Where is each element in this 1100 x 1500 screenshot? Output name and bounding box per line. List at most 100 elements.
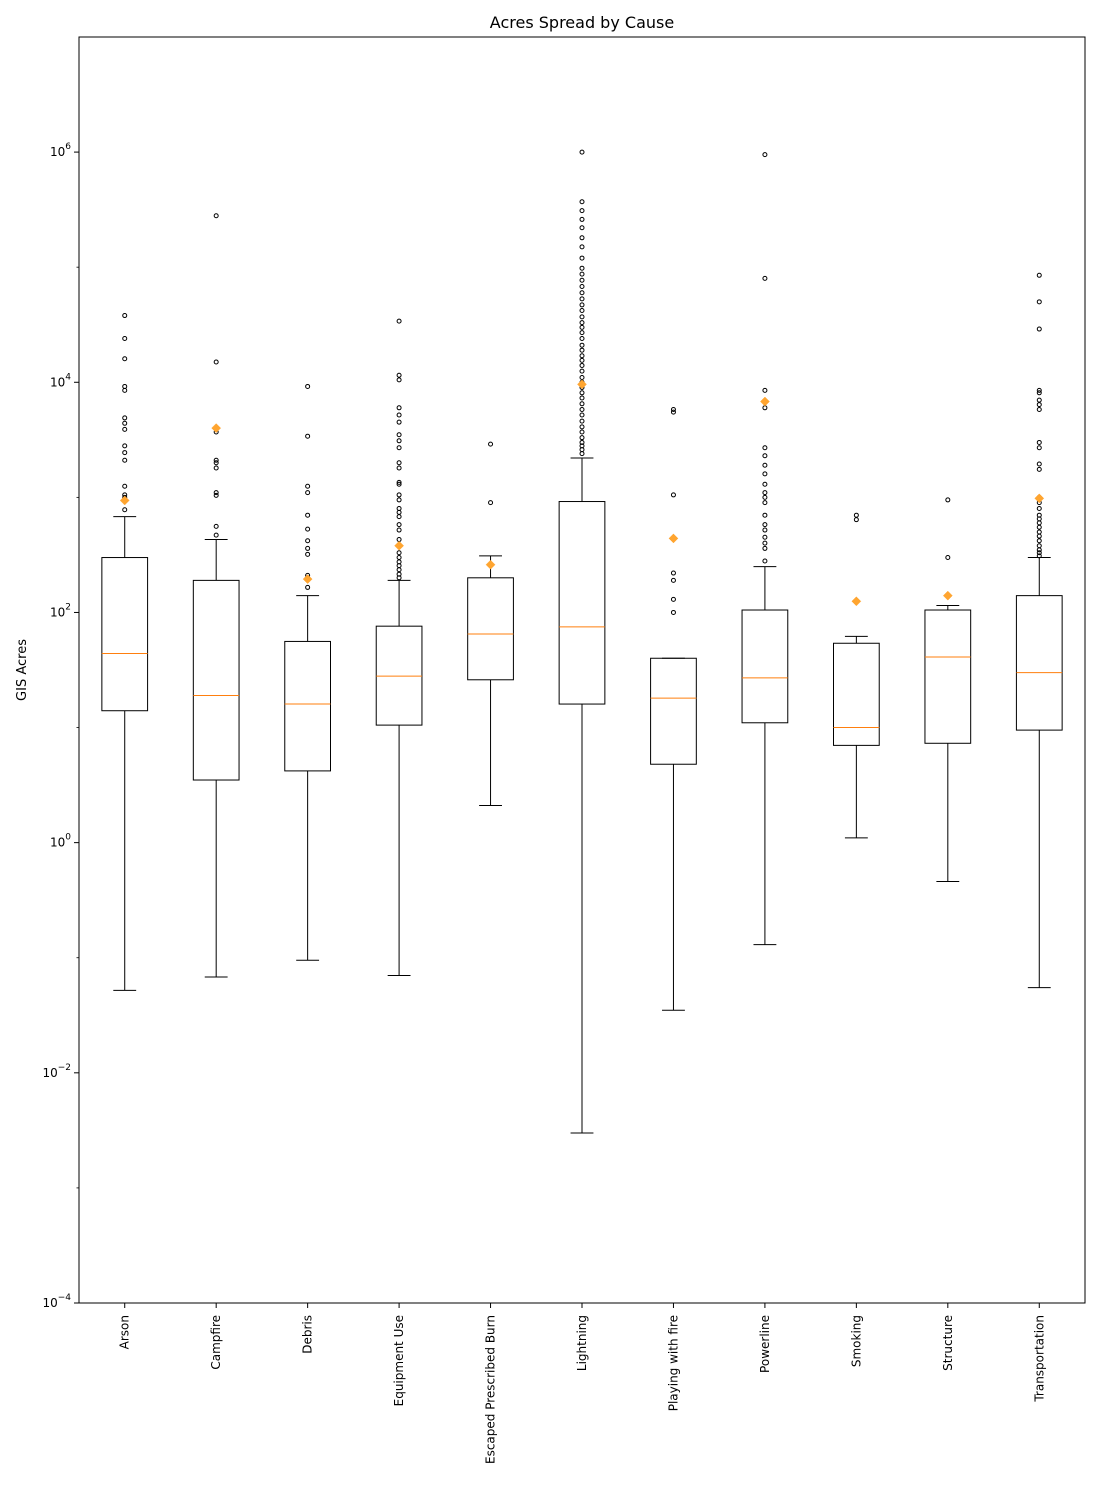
outlier-point xyxy=(305,490,311,496)
outlier-point xyxy=(762,490,768,496)
outlier-point xyxy=(762,481,768,487)
outlier-point xyxy=(1036,439,1042,445)
outlier-point xyxy=(305,526,311,532)
outlier-point xyxy=(1036,326,1042,332)
outlier-point xyxy=(579,390,585,396)
box xyxy=(558,501,606,705)
outlier-point xyxy=(213,465,219,471)
mean-marker xyxy=(577,379,587,390)
outlier-point xyxy=(579,216,585,222)
outlier-point xyxy=(579,244,585,250)
outlier-point xyxy=(579,296,585,302)
outlier-point xyxy=(305,545,311,551)
box-group-campfire xyxy=(192,213,240,978)
outlier-point xyxy=(579,277,585,283)
x-tick-label: Arson xyxy=(118,1315,132,1349)
outlier-point xyxy=(396,377,402,383)
outlier-point xyxy=(579,320,585,326)
outlier-point xyxy=(1036,390,1042,396)
outlier-point xyxy=(1036,402,1042,408)
outlier-point xyxy=(122,420,128,426)
box-group-structure xyxy=(924,497,972,882)
box xyxy=(924,609,972,744)
x-tick-label: Equipment Use xyxy=(392,1315,406,1406)
box-group-lightning xyxy=(558,149,606,1134)
chart-title: Acres Spread by Cause xyxy=(490,13,674,32)
outlier-point xyxy=(122,457,128,463)
outlier-point xyxy=(305,551,311,557)
outlier-point xyxy=(1036,397,1042,403)
outlier-point xyxy=(579,439,585,445)
outlier-point xyxy=(213,457,219,463)
outlier-point xyxy=(579,149,585,155)
outlier-point xyxy=(579,199,585,205)
outlier-point xyxy=(579,308,585,314)
outlier-point xyxy=(396,497,402,503)
outlier-point xyxy=(579,330,585,336)
outlier-point xyxy=(122,415,128,421)
outlier-point xyxy=(305,433,311,439)
outlier-point xyxy=(670,570,676,576)
outlier-point xyxy=(305,584,311,590)
outlier-point xyxy=(213,213,219,219)
outlier-point xyxy=(122,356,128,362)
outlier-point xyxy=(670,409,676,415)
x-tick-label: Debris xyxy=(301,1315,315,1354)
outlier-point xyxy=(396,412,402,418)
outlier-point xyxy=(305,483,311,489)
outlier-point xyxy=(579,357,585,363)
outlier-point xyxy=(762,512,768,518)
outlier-point xyxy=(579,265,585,271)
outlier-point xyxy=(122,383,128,389)
outlier-point xyxy=(1036,512,1042,518)
outlier-point xyxy=(762,152,768,158)
y-tick-label: 100 xyxy=(50,833,71,850)
outlier-point xyxy=(1036,524,1042,530)
mean-marker xyxy=(485,559,496,570)
outlier-point xyxy=(579,412,585,418)
outlier-point xyxy=(396,555,402,561)
box xyxy=(284,640,332,772)
outlier-point xyxy=(396,460,402,466)
outlier-point xyxy=(579,407,585,412)
outlier-point xyxy=(396,567,402,573)
outlier-point xyxy=(579,225,585,231)
box xyxy=(650,657,697,765)
outlier-point xyxy=(122,426,128,432)
outlier-point xyxy=(579,368,585,374)
outlier-point xyxy=(579,347,585,353)
outlier-point xyxy=(213,460,219,466)
outlier-point xyxy=(762,558,768,564)
outlier-point xyxy=(1036,407,1042,412)
outlier-point xyxy=(762,471,768,477)
outlier-point xyxy=(579,290,585,296)
outlier-point xyxy=(853,512,859,518)
outlier-point xyxy=(762,387,768,393)
outlier-point xyxy=(488,441,494,447)
outlier-point xyxy=(396,372,402,378)
y-tick-label: 104 xyxy=(50,372,71,389)
outlier-point xyxy=(579,314,585,320)
y-axis-label: GIS Acres xyxy=(15,639,30,701)
outlier-point xyxy=(213,359,219,365)
outlier-point xyxy=(762,405,768,411)
box xyxy=(192,579,240,781)
mean-marker xyxy=(1034,493,1045,504)
outlier-point xyxy=(762,445,768,451)
outlier-point xyxy=(579,353,585,359)
mean-marker xyxy=(394,540,404,551)
outlier-point xyxy=(579,362,585,368)
outlier-point xyxy=(1036,445,1042,451)
outlier-point xyxy=(762,545,768,551)
outlier-point xyxy=(762,494,768,500)
outlier-point xyxy=(1036,550,1042,556)
outlier-point xyxy=(396,419,402,425)
y-tick-label: 10−2 xyxy=(42,1063,71,1080)
outlier-point xyxy=(305,538,311,544)
outlier-point xyxy=(488,500,494,506)
outlier-point xyxy=(122,483,128,489)
outlier-point xyxy=(670,492,676,498)
outlier-point xyxy=(853,517,859,523)
outlier-point xyxy=(579,336,585,342)
